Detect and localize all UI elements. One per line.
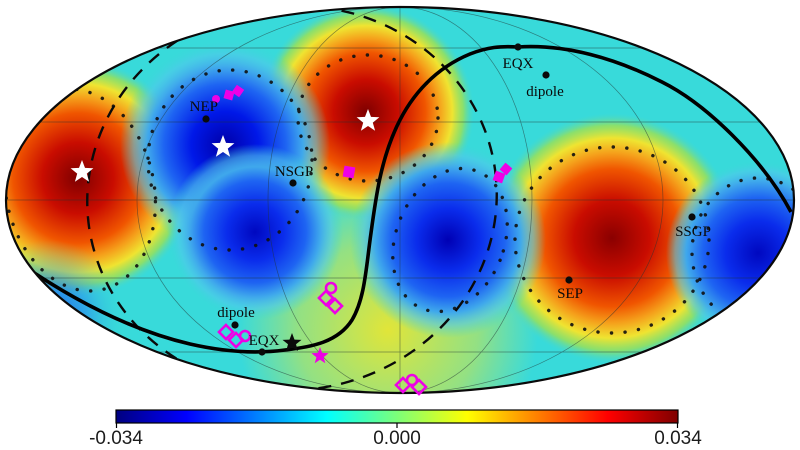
- labeled-points: EQX dipole NEP NSGP SSGP SEP dipole EQX: [190, 43, 711, 356]
- colorbar-gradient: [115, 409, 679, 424]
- colorbar-max-label: 0.034: [654, 428, 702, 449]
- point-dot-nep: [202, 115, 210, 123]
- point-label-ssgp: SSGP: [675, 224, 711, 240]
- colorbar-min-label: -0.034: [89, 428, 143, 449]
- point-dot-eqx: [258, 348, 266, 356]
- star-markers: [70, 109, 380, 352]
- colorbar-mid-label: 0.000: [373, 428, 421, 449]
- magenta-square: [223, 89, 235, 101]
- colorbar: -0.034 0.000 0.034: [89, 409, 702, 449]
- white-star-marker: [70, 160, 94, 182]
- point-dot-ssgp: [688, 213, 696, 221]
- magenta-open-diamond: [410, 378, 428, 396]
- map-outline: [4, 5, 796, 395]
- white-star-marker: [211, 135, 235, 157]
- magenta-open-diamond: [317, 289, 335, 307]
- point-dot-sep: [565, 276, 573, 284]
- magenta-open-circle: [324, 281, 338, 295]
- magenta-square: [342, 165, 356, 179]
- point-label-nsgp: NSGP: [275, 164, 313, 180]
- point-dot-nsgp: [289, 179, 297, 187]
- point-label-sep: SEP: [557, 286, 583, 302]
- solid-great-circle: [16, 44, 793, 354]
- black-star-marker: [282, 333, 302, 352]
- point-label-dipole: dipole: [217, 305, 255, 321]
- point-label-eqx: EQX: [503, 56, 534, 72]
- magenta-open-diamond: [326, 297, 344, 315]
- point-dot-dipole: [231, 321, 239, 329]
- magenta-dot: [212, 95, 220, 103]
- map-field: [6, 7, 794, 393]
- point-dot-dipole: [542, 71, 550, 79]
- point-label-dipole: dipole: [526, 84, 564, 100]
- white-star-marker: [356, 109, 380, 131]
- magenta-square: [492, 170, 506, 184]
- magenta-open-circle: [405, 373, 419, 387]
- magenta-square: [231, 84, 245, 98]
- magenta-star-marker: [311, 347, 329, 364]
- magenta-open-diamond: [217, 323, 235, 341]
- magenta-square: [499, 162, 513, 176]
- colorbar-ticks: [115, 423, 679, 428]
- magenta-open-circle: [238, 329, 252, 343]
- point-label-nep: NEP: [190, 99, 218, 115]
- point-label-eqx: EQX: [249, 333, 280, 349]
- point-dot-eqx: [514, 43, 522, 51]
- magenta-markers: [212, 84, 513, 396]
